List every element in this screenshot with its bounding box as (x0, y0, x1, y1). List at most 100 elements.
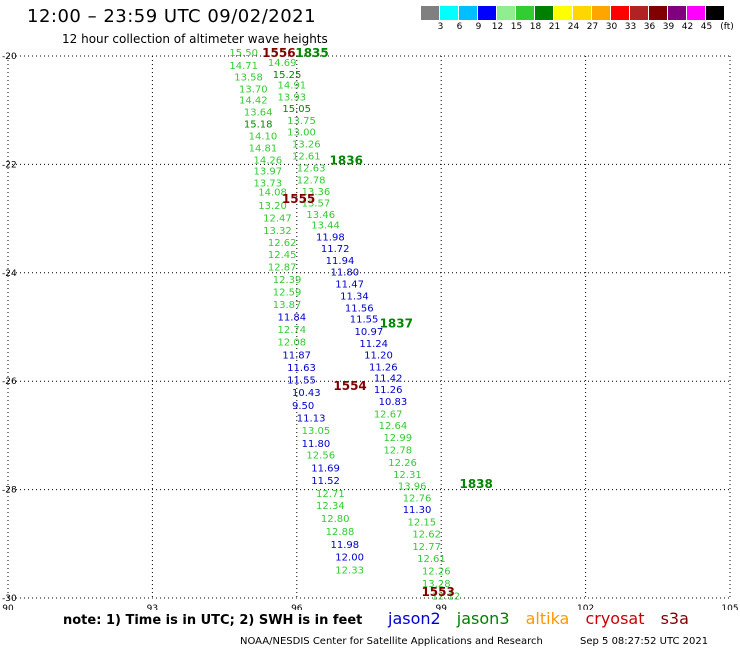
wave-height-label: 15.05 (282, 104, 311, 115)
wave-height-label: 11.55 (350, 315, 379, 326)
wave-height-label: 12.87 (268, 263, 297, 274)
pass-time-label: 1556 (262, 46, 295, 60)
colorbar-label: 3 (437, 22, 444, 32)
wave-height-label: 11.84 (278, 312, 307, 323)
grid-layer (7, 55, 731, 599)
wave-height-label: 14.81 (249, 143, 278, 154)
x-tick-label: 102 (577, 604, 594, 610)
wave-height-label: 13.05 (302, 426, 331, 437)
wave-height-label: 11.56 (345, 303, 374, 314)
wave-height-label: 12.45 (268, 250, 297, 261)
wave-height-label: 14.10 (249, 131, 278, 142)
colorbar-label: 24 (567, 22, 580, 32)
wave-height-label: 12.34 (316, 501, 345, 512)
wave-height-label: 12.31 (393, 470, 422, 481)
colorbar-swatch (668, 6, 687, 20)
chart-subtitle: 12 hour collection of altimeter wave hei… (62, 32, 328, 46)
wave-height-label: 11.13 (297, 413, 326, 424)
wave-height-label: 12.67 (374, 410, 403, 421)
colorbar-label: 36 (643, 22, 656, 32)
wave-height-label: 13.96 (398, 482, 427, 493)
wave-height-label: 15.50 (229, 48, 258, 59)
colorbar-label: 45 (700, 22, 713, 32)
wave-height-label: 12.26 (388, 458, 417, 469)
wave-height-label: 10.83 (379, 397, 408, 408)
pass-time-label: 1837 (380, 317, 413, 331)
wave-height-label: 11.80 (330, 268, 359, 279)
y-tick-label: -26 (2, 377, 17, 387)
colorbar-swatch (440, 6, 459, 20)
wave-height-label: 11.47 (335, 279, 364, 290)
wave-height-label: 12.78 (383, 445, 412, 456)
wave-height-label: 11.20 (364, 350, 393, 361)
legend-altika: altika (525, 609, 570, 628)
wave-height-label: 12.88 (326, 527, 355, 538)
wave-height-label: 11.98 (330, 540, 359, 551)
wave-height-label: 11.87 (282, 350, 311, 361)
x-tick-label: 96 (291, 604, 303, 610)
wave-height-label: 14.42 (239, 96, 268, 107)
wave-height-label: 13.97 (253, 167, 282, 178)
wave-height-label: 14.71 (229, 61, 258, 72)
footer-note: note: 1) Time is in UTC; 2) SWH is in fe… (63, 613, 363, 628)
pass-time-label: 1835 (295, 46, 328, 60)
wave-height-label: 13.46 (306, 210, 335, 221)
colorbar-swatch (611, 6, 630, 20)
colorbar-unit: (ft) (720, 22, 734, 32)
wave-height-label: 13.36 (302, 187, 331, 198)
wave-height-label: 12.71 (316, 489, 345, 500)
y-tick-label: -20 (2, 52, 17, 62)
pass-annotations: 1556 1835 1836 1555 1837 1554 1838 1553 (262, 46, 493, 599)
pass-time-label: 1838 (459, 477, 492, 491)
wave-height-label: 13.00 (287, 128, 316, 139)
colorbar-label: 21 (548, 22, 561, 32)
wave-height-label: 12.77 (412, 542, 441, 553)
wave-height-label: 10.43 (292, 388, 321, 399)
wave-height-label: 14.69 (268, 58, 297, 69)
wave-height-label: 11.24 (359, 339, 388, 350)
colorbar-label: 42 (681, 22, 694, 32)
generated-timestamp: Sep 5 08:27:52 UTC 2021 (580, 636, 709, 647)
colorbar-label: 9 (475, 22, 482, 32)
wave-height-label: 10.97 (355, 327, 384, 338)
wave-height-label: 12.33 (335, 566, 364, 577)
colorbar-label: 39 (662, 22, 675, 32)
colorbar-swatch (592, 6, 611, 20)
legend-jason3: jason3 (456, 609, 510, 628)
colorbar-swatch (516, 6, 535, 20)
y-tick-label: -24 (2, 269, 17, 279)
wave-height-label: 14.08 (258, 187, 287, 198)
colorbar-label: 27 (586, 22, 599, 32)
wave-height-label: 13.73 (253, 179, 282, 190)
wave-height-label: 12.61 (417, 554, 446, 565)
colorbar-label: 12 (491, 22, 504, 32)
y-tick-label: -28 (2, 486, 17, 496)
wave-height-label: 12.00 (335, 553, 364, 564)
colorbar-swatch (649, 6, 668, 20)
colorbar-swatch (459, 6, 478, 20)
pass-time-label: 1554 (333, 379, 366, 393)
chart-title: 12:00 – 23:59 UTC 09/02/2021 (27, 6, 317, 27)
wave-height-label: 12.15 (408, 517, 437, 528)
colorbar-label: 33 (624, 22, 637, 32)
satellite-legend: jason2 jason3 altika cryosat s3a (388, 609, 700, 628)
pass-time-label: 1553 (421, 585, 454, 599)
colorbar-swatch (630, 6, 649, 20)
wave-height-label: 9.50 (292, 401, 314, 412)
data-points: 15.50 14.7113.5813.7014.4213.6415.1814.10… (229, 48, 460, 603)
pass-time-label: 1836 (330, 153, 363, 167)
wave-height-label: 11.94 (326, 256, 355, 267)
wave-height-label: 11.72 (321, 244, 350, 255)
wave-height-label: 13.20 (258, 201, 287, 212)
wave-height-label: 14.91 (278, 81, 307, 92)
wave-height-label: 12.47 (263, 213, 292, 224)
wave-height-label: 11.80 (302, 439, 331, 450)
wave-height-label: 12.62 (268, 238, 297, 249)
wave-height-label: 12.74 (278, 325, 307, 336)
wave-height-label: 12.39 (273, 275, 302, 286)
colorbar-swatch (706, 6, 725, 20)
wave-height-label: 13.87 (273, 300, 302, 311)
wave-height-label: 11.63 (287, 363, 316, 374)
wave-height-label: 13.70 (239, 84, 268, 95)
wave-height-label: 13.64 (244, 108, 273, 119)
